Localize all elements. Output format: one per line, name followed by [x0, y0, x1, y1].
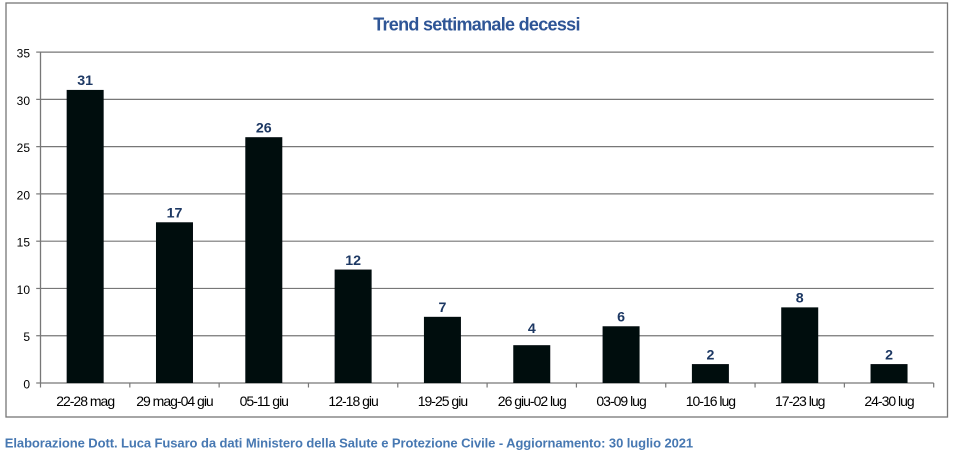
svg-text:12: 12 — [345, 253, 361, 269]
svg-text:2: 2 — [885, 347, 893, 363]
svg-text:8: 8 — [796, 291, 804, 307]
svg-text:03-09 lug: 03-09 lug — [596, 393, 646, 409]
svg-text:4: 4 — [528, 321, 536, 337]
svg-text:26: 26 — [256, 120, 272, 136]
svg-text:7: 7 — [438, 300, 446, 316]
svg-text:05-11 giu: 05-11 giu — [240, 393, 289, 409]
svg-text:12-18 giu: 12-18 giu — [328, 393, 378, 409]
svg-text:10: 10 — [17, 283, 31, 297]
svg-text:35: 35 — [17, 47, 31, 61]
svg-text:29 mag-04 giu: 29 mag-04 giu — [136, 393, 213, 409]
svg-text:0: 0 — [23, 377, 30, 391]
svg-text:17: 17 — [167, 205, 183, 221]
svg-text:Elaborazione Dott. Luca Fusaro: Elaborazione Dott. Luca Fusaro da dati M… — [5, 435, 693, 450]
svg-text:24-30 lug: 24-30 lug — [864, 393, 914, 409]
svg-text:15: 15 — [17, 236, 31, 250]
svg-text:Trend settimanale decessi: Trend settimanale decessi — [373, 15, 580, 35]
svg-text:19-25 giu: 19-25 giu — [418, 393, 468, 409]
svg-text:5: 5 — [23, 330, 30, 344]
svg-text:30: 30 — [17, 94, 31, 108]
svg-text:26 giu-02 lug: 26 giu-02 lug — [498, 393, 566, 409]
svg-text:2: 2 — [706, 347, 714, 363]
svg-text:10-16 lug: 10-16 lug — [686, 393, 736, 409]
svg-text:6: 6 — [617, 309, 625, 325]
svg-text:31: 31 — [77, 73, 93, 89]
svg-text:20: 20 — [17, 188, 31, 202]
svg-text:17-23 lug: 17-23 lug — [775, 393, 825, 409]
svg-text:22-28 mag: 22-28 mag — [56, 393, 114, 409]
svg-text:25: 25 — [17, 141, 31, 155]
